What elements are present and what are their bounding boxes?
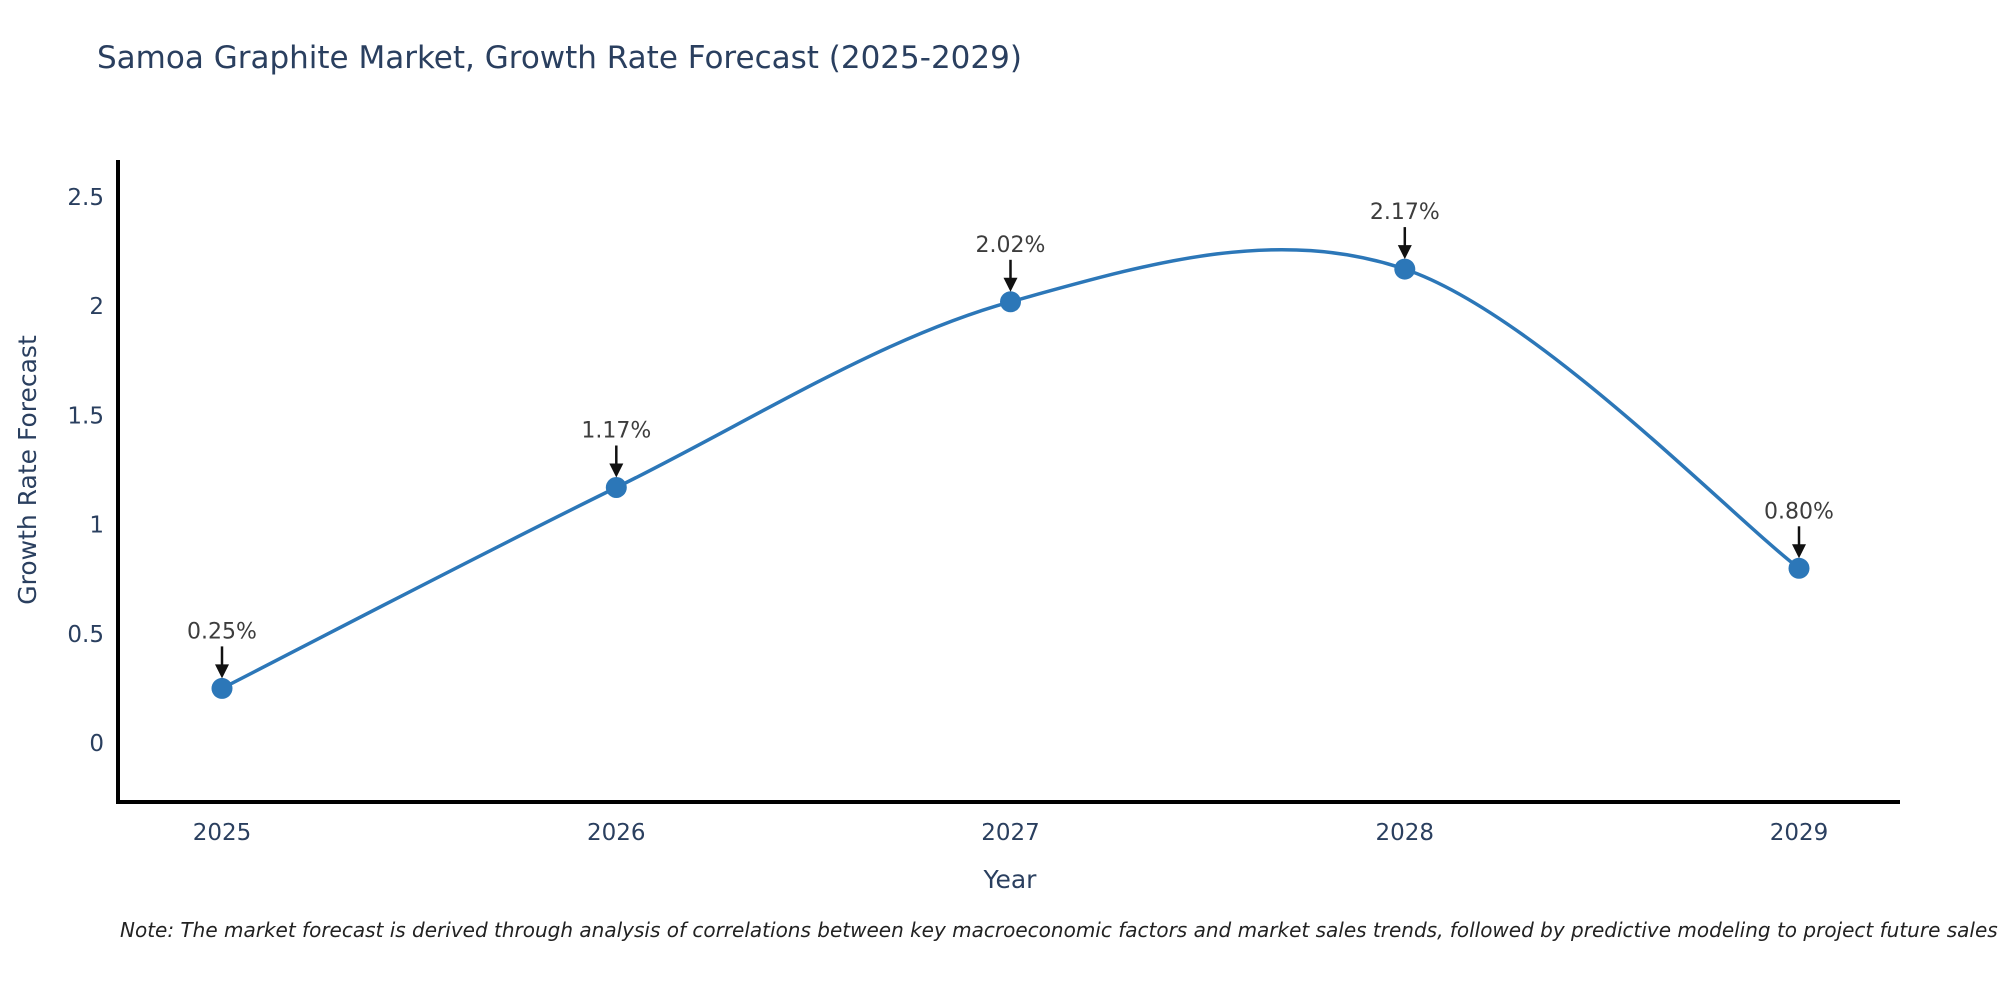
x-tick-label: 2027 bbox=[981, 820, 1040, 846]
y-tick-label: 2 bbox=[89, 294, 104, 320]
point-annotation: 0.80% bbox=[1764, 499, 1834, 524]
x-tick-label: 2029 bbox=[1770, 820, 1829, 846]
data-point-2027 bbox=[1000, 291, 1021, 313]
chart-title: Samoa Graphite Market, Growth Rate Forec… bbox=[97, 40, 1022, 76]
y-axis-title: Growth Rate Forecast bbox=[13, 335, 42, 605]
y-tick-label: 2.5 bbox=[67, 185, 104, 211]
x-axis-title: Year bbox=[983, 865, 1038, 894]
data-point-2026 bbox=[605, 477, 627, 498]
annotation-arrow-head bbox=[215, 664, 229, 679]
x-tick-label: 2025 bbox=[193, 820, 252, 846]
data-point-2029 bbox=[1788, 557, 1810, 579]
point-annotation: 2.17% bbox=[1370, 200, 1440, 225]
x-tick-label: 2028 bbox=[1376, 820, 1435, 846]
annotation-arrow-head bbox=[1003, 277, 1018, 292]
trend-line bbox=[221, 248, 1801, 690]
data-point-2025 bbox=[211, 677, 233, 699]
data-point-2028 bbox=[1394, 258, 1416, 280]
plot-area: 0 0.5 1 1.5 2 2.5 2025 2026 2027 2028 2029 0.25% 1.1… bbox=[67, 185, 1834, 846]
annotation-arrow-head bbox=[609, 463, 624, 478]
point-annotation: 0.25% bbox=[187, 619, 257, 644]
y-tick-label: 1 bbox=[89, 513, 104, 539]
y-tick-label: 0 bbox=[89, 731, 104, 757]
y-tick-label: 1.5 bbox=[67, 403, 104, 429]
annotation-arrow-head bbox=[1397, 245, 1412, 260]
y-tick-label: 0.5 bbox=[67, 622, 104, 648]
footnote: Note: The market forecast is derived thr… bbox=[120, 918, 1998, 942]
point-annotation: 1.17% bbox=[581, 419, 651, 444]
annotation-arrow-head bbox=[1792, 544, 1806, 559]
point-annotation: 2.02% bbox=[976, 233, 1046, 258]
x-tick-label: 2026 bbox=[587, 820, 646, 846]
